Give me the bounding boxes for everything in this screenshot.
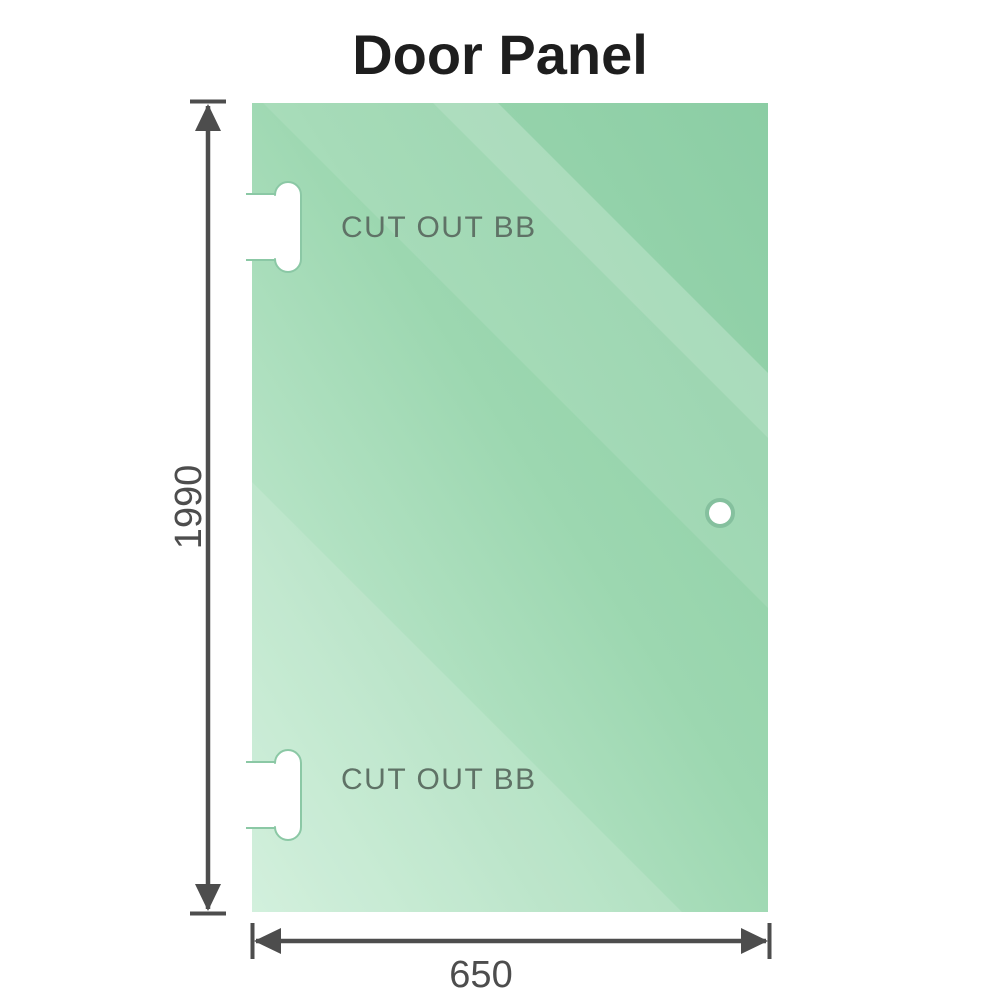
glass-highlight-band-wide xyxy=(263,103,768,608)
handle-hole xyxy=(705,498,735,528)
hinge-cutout-bottom xyxy=(246,749,302,841)
height-dim-value: 1990 xyxy=(168,465,210,550)
hinge-cutout-top xyxy=(246,181,302,273)
glass-highlight-band-narrow xyxy=(433,103,768,438)
glass-reflections xyxy=(252,103,768,912)
glass-rect xyxy=(252,103,768,912)
diagram-title: Door Panel xyxy=(352,23,648,86)
cutout-label-bottom: CUT OUT BB xyxy=(341,763,537,796)
cutout-label-top: CUT OUT BB xyxy=(341,211,537,244)
arrow-down-icon xyxy=(195,884,221,911)
arrow-up-icon xyxy=(195,104,221,131)
width-dimension: 650 xyxy=(250,923,772,996)
arrow-left-icon xyxy=(254,928,281,954)
glass-panel: CUT OUT BB CUT OUT BB xyxy=(246,103,768,912)
arrow-right-icon xyxy=(741,928,768,954)
width-dim-value: 650 xyxy=(449,954,512,996)
height-dimension: 1990 xyxy=(168,99,226,916)
glass-highlight-corner xyxy=(252,482,682,912)
